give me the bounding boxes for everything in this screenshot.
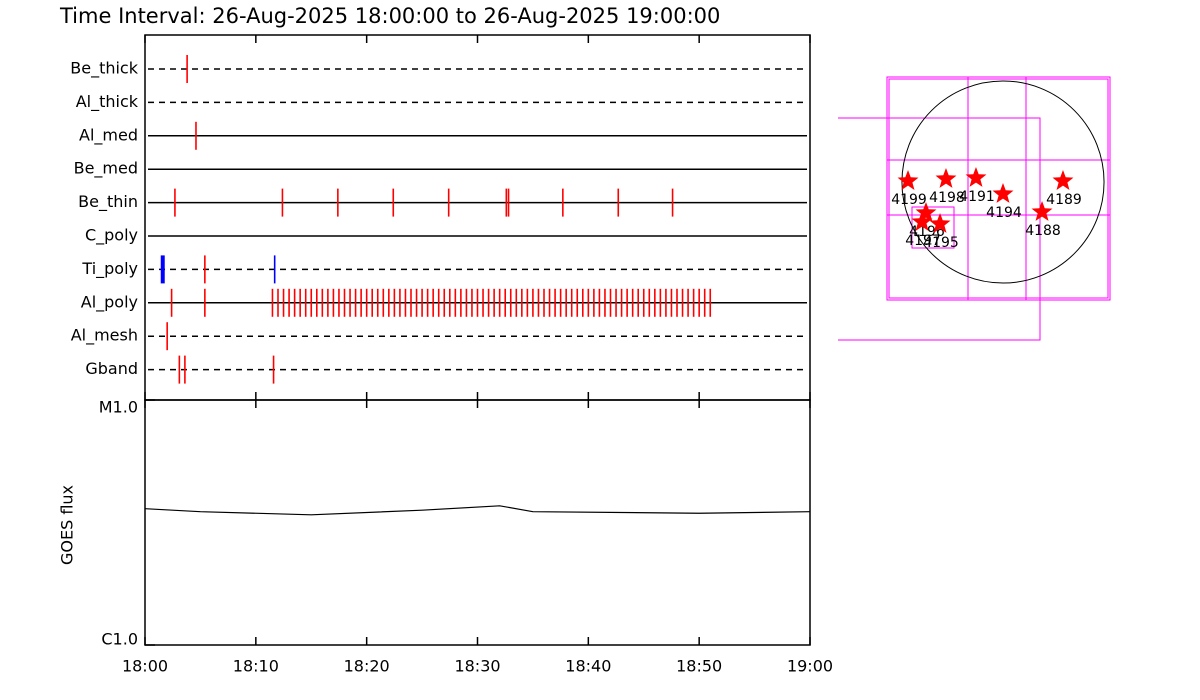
goes-line <box>144 505 811 516</box>
fov-box <box>911 206 955 249</box>
solar-disk <box>901 80 1105 284</box>
region-star <box>992 183 1014 203</box>
region-label: 4194 <box>986 205 1022 221</box>
row-label: Al_med <box>79 125 138 145</box>
region-label: 4191 <box>959 189 995 205</box>
row-label: Al_thick <box>76 92 139 112</box>
region-star <box>1031 200 1053 221</box>
region-star <box>1052 170 1074 190</box>
region-star <box>965 166 987 187</box>
row-label: Be_thick <box>70 59 138 79</box>
region-star <box>897 170 919 190</box>
y-axis-label: GOES flux <box>58 485 77 565</box>
y-tick-label: M1.0 <box>99 398 138 417</box>
x-tick-label: 18:00 <box>122 657 168 676</box>
chart-title: Time Interval: 26-Aug-2025 18:00:00 to 2… <box>59 4 720 28</box>
region-label: 4199 <box>891 192 927 208</box>
region-star <box>935 168 957 188</box>
row-label: Be_thin <box>78 192 138 212</box>
region-star <box>929 213 951 233</box>
x-tick-label: 18:50 <box>676 657 722 676</box>
region-label: 4188 <box>1025 223 1061 239</box>
y-tick-label: C1.0 <box>101 630 138 649</box>
region-label: 4197 <box>905 233 941 249</box>
region-label: 4195 <box>923 235 959 251</box>
x-tick-label: 19:00 <box>787 657 833 676</box>
region-star <box>915 201 937 222</box>
row-label: Be_med <box>74 159 138 179</box>
x-tick-label: 18:40 <box>565 657 611 676</box>
x-tick-label: 18:20 <box>344 657 390 676</box>
fov-box <box>838 117 1041 341</box>
row-label: Ti_poly <box>81 259 138 279</box>
row-label: C_poly <box>85 226 138 246</box>
fov-box <box>888 78 1109 299</box>
row-label: Gband <box>85 359 138 378</box>
x-tick-label: 18:30 <box>454 657 500 676</box>
region-label: 4189 <box>1046 192 1082 208</box>
region-label: 4198 <box>929 190 965 206</box>
row-label: Al_poly <box>81 292 138 312</box>
fov-box <box>886 76 1111 301</box>
x-tick-label: 18:10 <box>233 657 279 676</box>
region-star <box>911 210 933 231</box>
fov-boxes <box>838 76 1111 341</box>
row-label: Al_mesh <box>71 326 138 346</box>
plot-frame <box>144 399 811 646</box>
plot-frame <box>144 34 811 401</box>
